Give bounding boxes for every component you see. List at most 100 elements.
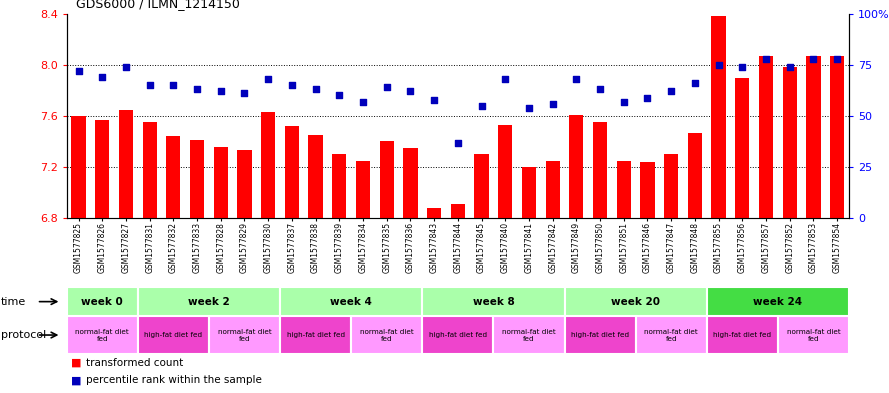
Bar <box>593 122 607 218</box>
Bar <box>308 135 323 218</box>
Bar <box>422 316 493 354</box>
Point <box>380 84 394 90</box>
Point <box>237 90 252 97</box>
Bar <box>280 287 422 316</box>
Bar <box>404 148 418 218</box>
Point <box>688 80 702 86</box>
Bar <box>711 16 725 218</box>
Bar <box>475 154 489 218</box>
Bar <box>166 136 180 218</box>
Bar <box>735 77 749 218</box>
Text: week 4: week 4 <box>330 297 372 307</box>
Bar <box>280 316 351 354</box>
Text: percentile rank within the sample: percentile rank within the sample <box>86 375 262 385</box>
Text: transformed count: transformed count <box>86 358 183 367</box>
Point <box>451 140 465 146</box>
Bar <box>498 125 512 218</box>
Point <box>261 76 276 82</box>
Bar <box>830 56 845 218</box>
Text: normal-fat diet
fed: normal-fat diet fed <box>645 329 698 342</box>
Text: week 0: week 0 <box>82 297 123 307</box>
Point <box>759 55 773 62</box>
Point <box>569 76 583 82</box>
Bar <box>119 110 133 218</box>
Bar <box>142 122 156 218</box>
Point <box>308 86 323 92</box>
Bar <box>664 154 678 218</box>
Point <box>617 99 631 105</box>
Point <box>284 82 299 88</box>
Bar <box>565 287 707 316</box>
Text: week 20: week 20 <box>611 297 661 307</box>
Text: normal-fat diet
fed: normal-fat diet fed <box>360 329 413 342</box>
Text: high-fat diet fed: high-fat diet fed <box>286 332 345 338</box>
Text: normal-fat diet
fed: normal-fat diet fed <box>502 329 556 342</box>
Point <box>404 88 418 95</box>
Point <box>735 64 749 70</box>
Text: week 2: week 2 <box>188 297 229 307</box>
Point <box>119 64 133 70</box>
Text: high-fat diet fed: high-fat diet fed <box>571 332 629 338</box>
Point <box>332 92 347 99</box>
Text: week 8: week 8 <box>473 297 514 307</box>
Point <box>546 101 560 107</box>
Text: high-fat diet fed: high-fat diet fed <box>144 332 203 338</box>
Text: GDS6000 / ILMN_1214150: GDS6000 / ILMN_1214150 <box>76 0 239 10</box>
Bar <box>451 204 465 218</box>
Bar <box>427 208 441 218</box>
Bar <box>284 126 299 218</box>
Point <box>95 74 109 80</box>
Text: normal-fat diet
fed: normal-fat diet fed <box>76 329 129 342</box>
Bar <box>707 316 778 354</box>
Bar <box>71 116 85 218</box>
Bar <box>67 316 138 354</box>
Bar <box>332 154 347 218</box>
Point <box>475 103 489 109</box>
Bar <box>782 67 797 218</box>
Bar <box>356 161 370 218</box>
Bar <box>213 147 228 218</box>
Text: week 24: week 24 <box>753 297 803 307</box>
Bar <box>422 287 565 316</box>
Text: high-fat diet fed: high-fat diet fed <box>713 332 772 338</box>
Point <box>782 64 797 70</box>
Point <box>142 82 156 88</box>
Bar <box>209 316 280 354</box>
Point <box>711 62 725 68</box>
Bar <box>759 56 773 218</box>
Text: normal-fat diet
fed: normal-fat diet fed <box>218 329 271 342</box>
Bar <box>636 316 707 354</box>
Bar <box>138 316 209 354</box>
Bar <box>546 161 560 218</box>
Text: ■: ■ <box>71 358 82 367</box>
Point <box>593 86 607 92</box>
Bar <box>522 167 536 218</box>
Point <box>830 55 845 62</box>
Point <box>71 68 85 74</box>
Point <box>522 105 536 111</box>
Point <box>498 76 512 82</box>
Bar <box>138 287 280 316</box>
Point <box>356 99 370 105</box>
Bar <box>493 316 565 354</box>
Text: time: time <box>1 297 26 307</box>
Bar <box>565 316 636 354</box>
Bar <box>707 287 849 316</box>
Bar <box>806 56 821 218</box>
Point <box>640 94 654 101</box>
Text: protocol: protocol <box>1 330 46 340</box>
Bar <box>95 120 109 218</box>
Point <box>166 82 180 88</box>
Text: normal-fat diet
fed: normal-fat diet fed <box>787 329 840 342</box>
Bar <box>688 132 702 218</box>
Bar <box>67 287 138 316</box>
Point <box>664 88 678 95</box>
Point <box>806 55 821 62</box>
Bar <box>569 115 583 218</box>
Bar <box>640 162 654 218</box>
Bar <box>351 316 422 354</box>
Bar <box>380 141 394 218</box>
Text: high-fat diet fed: high-fat diet fed <box>428 332 487 338</box>
Bar <box>237 151 252 218</box>
Bar <box>778 316 849 354</box>
